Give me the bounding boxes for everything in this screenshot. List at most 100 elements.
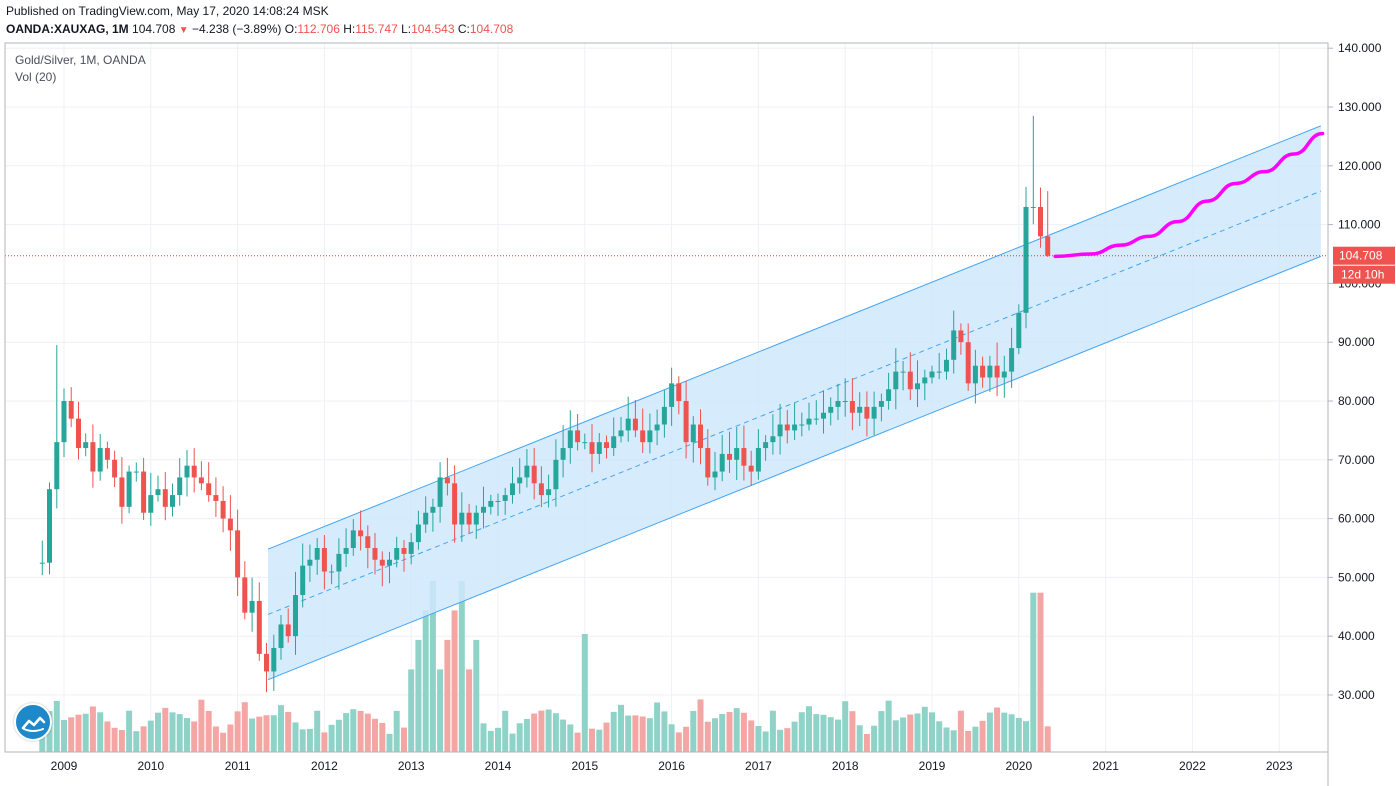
volume-bar bbox=[466, 669, 473, 752]
candle-body bbox=[314, 548, 320, 560]
volume-bar bbox=[97, 712, 104, 752]
candle-body bbox=[567, 430, 573, 449]
volume-bar bbox=[408, 669, 415, 752]
candle-body bbox=[965, 342, 971, 384]
candle-body bbox=[155, 489, 161, 496]
candle-body bbox=[292, 595, 298, 637]
volume-bar bbox=[458, 580, 465, 752]
symbol-label[interactable]: OANDA:XAUXAG, 1M bbox=[6, 22, 129, 36]
candle-body bbox=[755, 448, 761, 472]
volume-bar bbox=[986, 712, 993, 752]
candle-body bbox=[235, 530, 241, 578]
y-tick-label: 40.000 bbox=[1338, 629, 1375, 643]
volume-bar bbox=[740, 712, 747, 752]
candle-body bbox=[488, 500, 494, 507]
candle-body bbox=[958, 330, 964, 343]
x-tick-label: 2023 bbox=[1266, 759, 1293, 773]
candle-body bbox=[112, 459, 118, 478]
volume-bar bbox=[343, 713, 350, 752]
y-tick-label: 140.000 bbox=[1338, 41, 1382, 55]
volume-bar bbox=[762, 731, 769, 752]
candle-body bbox=[119, 477, 125, 507]
volume-bar bbox=[249, 718, 256, 752]
volume-bar bbox=[625, 715, 632, 752]
volume-bar bbox=[892, 720, 899, 752]
volume-bar bbox=[921, 706, 928, 752]
volume-bar bbox=[545, 709, 552, 752]
volume-bar bbox=[769, 710, 776, 752]
volume-bar bbox=[328, 724, 335, 752]
volume-bar bbox=[429, 580, 436, 752]
volume-bar bbox=[733, 708, 740, 752]
candle-body bbox=[770, 436, 776, 443]
volume-bar bbox=[690, 710, 697, 752]
candle-body bbox=[719, 453, 725, 472]
volume-bar bbox=[791, 721, 798, 752]
x-tick-label: 2010 bbox=[137, 759, 164, 773]
volume-bar bbox=[234, 711, 241, 752]
volume-bar bbox=[1037, 592, 1044, 752]
candle-body bbox=[191, 465, 197, 478]
volume-bar bbox=[147, 720, 154, 752]
candle-body bbox=[799, 424, 805, 426]
countdown-badge bbox=[1333, 265, 1395, 284]
y-tick-label: 130.000 bbox=[1338, 100, 1382, 114]
candle-body bbox=[936, 371, 942, 373]
volume-bar bbox=[314, 710, 321, 752]
volume-bar bbox=[444, 639, 451, 752]
volume-bar bbox=[205, 710, 212, 752]
volume-bar bbox=[668, 724, 675, 752]
volume-bar bbox=[75, 714, 82, 752]
volume-bar bbox=[495, 727, 501, 752]
volume-bar bbox=[278, 705, 284, 752]
candle-body bbox=[842, 401, 848, 402]
tradingview-cloud-icon[interactable] bbox=[14, 703, 52, 741]
candle-body bbox=[452, 483, 458, 525]
symbol-ohlc-bar: OANDA:XAUXAG, 1M 104.708 ▼ −4.238 (−3.89… bbox=[6, 22, 513, 36]
volume-bar bbox=[683, 726, 690, 752]
candle-body bbox=[575, 430, 581, 443]
candle-body bbox=[604, 442, 609, 449]
candle-body bbox=[726, 453, 732, 460]
volume-bar bbox=[994, 707, 1001, 752]
candle-body bbox=[206, 483, 212, 496]
open-value: 112.706 bbox=[297, 22, 340, 36]
candle-body bbox=[227, 518, 233, 531]
candle-body bbox=[828, 406, 834, 413]
candle-body bbox=[705, 448, 711, 478]
channel-middle-line bbox=[267, 190, 1322, 615]
down-arrow-icon: ▼ bbox=[178, 25, 189, 36]
price-change: −4.238 (−3.89%) bbox=[192, 22, 282, 36]
volume-bar bbox=[878, 711, 885, 752]
candle-body bbox=[97, 448, 103, 472]
volume-bar bbox=[111, 727, 118, 752]
volume-legend[interactable]: Vol (20) bbox=[15, 70, 57, 84]
candle-body bbox=[264, 653, 270, 672]
volume-bar bbox=[842, 701, 849, 752]
volume-bar bbox=[784, 728, 791, 752]
candle-body bbox=[647, 430, 653, 443]
close-label: C: bbox=[457, 22, 470, 36]
volume-bar bbox=[350, 709, 357, 752]
volume-bar bbox=[162, 707, 169, 752]
volume-bar bbox=[820, 714, 827, 752]
candle-body bbox=[242, 577, 248, 613]
candle-body bbox=[90, 442, 96, 472]
candle-body bbox=[401, 548, 407, 554]
volume-bar bbox=[256, 716, 263, 752]
volume-bar bbox=[646, 718, 653, 752]
volume-bar bbox=[849, 711, 856, 752]
candle-body bbox=[777, 424, 783, 437]
volume-bar bbox=[813, 714, 820, 752]
volume-bar bbox=[473, 639, 480, 752]
candle-body bbox=[806, 418, 812, 425]
volume-bar bbox=[191, 721, 198, 752]
candle-body bbox=[177, 477, 183, 496]
volume-bar bbox=[1008, 714, 1015, 752]
volume-bar bbox=[104, 721, 111, 752]
candle-body bbox=[683, 401, 689, 443]
chart-legend-title[interactable]: Gold/Silver, 1M, OANDA bbox=[15, 53, 146, 67]
volume-bar bbox=[943, 727, 950, 752]
y-tick-label: 80.000 bbox=[1338, 394, 1375, 408]
